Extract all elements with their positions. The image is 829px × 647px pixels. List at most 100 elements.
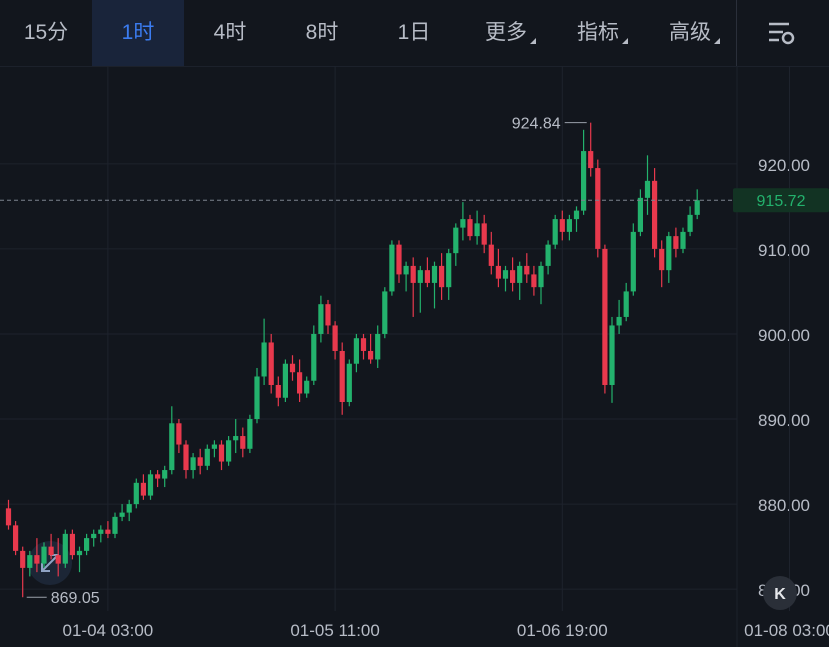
candle-body — [566, 219, 572, 232]
candle-body — [545, 244, 551, 266]
candle-body — [162, 470, 168, 479]
candle-body — [431, 265, 438, 283]
candle-body — [424, 270, 430, 283]
candle-body — [666, 236, 672, 271]
candle-body — [218, 444, 225, 462]
candle-body — [495, 265, 501, 279]
candle-body — [48, 546, 54, 556]
candle-body — [268, 342, 274, 385]
candle-body — [467, 219, 473, 237]
candle-body — [332, 325, 338, 351]
tab[interactable]: 8时 — [305, 21, 339, 44]
candle-body — [353, 338, 359, 364]
candle-body — [474, 223, 480, 237]
y-tick-label: 920.00 — [758, 156, 810, 175]
menu[interactable]: 高级 — [644, 0, 736, 66]
menu[interactable]: 更多 — [460, 0, 552, 66]
candle-body — [76, 550, 83, 556]
toolbar: 15分 1时 4时 8时 1日 更多 指标 高级 — [0, 0, 829, 67]
tab[interactable]: 1日 — [397, 21, 431, 44]
candle-body — [240, 436, 246, 449]
candle-body — [687, 214, 693, 232]
candle-body — [62, 533, 68, 564]
candle-body — [652, 180, 658, 249]
tab-active[interactable]: 1时 — [92, 0, 184, 66]
candle-body — [595, 168, 601, 249]
candle-body — [247, 419, 253, 449]
candle-body — [382, 291, 388, 334]
candle-body — [403, 265, 409, 275]
candle-body — [581, 151, 587, 211]
candle-body — [169, 423, 175, 471]
last-price-label: 915.72 — [757, 193, 806, 210]
candle-body — [140, 482, 146, 496]
candle-body — [502, 270, 509, 279]
candle-body — [297, 372, 303, 394]
candle-body — [346, 363, 352, 403]
candle-body — [453, 227, 459, 254]
candle-body — [233, 436, 239, 441]
candle-body — [282, 363, 288, 398]
k-button[interactable] — [763, 576, 797, 610]
candle-body — [517, 265, 523, 283]
candle-body — [488, 244, 494, 266]
candle-body — [531, 274, 537, 288]
candle-body — [659, 248, 665, 271]
candle-body — [197, 457, 203, 466]
candle-body — [27, 555, 33, 568]
candle-body — [254, 376, 260, 420]
menu[interactable]: 指标 — [552, 0, 644, 66]
candle-body — [69, 533, 75, 556]
candle-body — [304, 380, 310, 394]
candle-body — [311, 333, 317, 381]
tab[interactable]: 4时 — [213, 21, 247, 44]
candle-body — [630, 231, 636, 292]
candle-body — [602, 248, 608, 385]
x-tick-label: 01-04 03:00 — [63, 621, 154, 640]
candle-body — [446, 253, 452, 288]
candle-body — [417, 270, 423, 283]
candle-body — [275, 384, 281, 398]
candle-body — [552, 219, 558, 245]
settings-icon[interactable] — [736, 0, 817, 66]
y-tick-label: 890.00 — [758, 411, 810, 430]
candle-body — [389, 244, 395, 292]
candle-body — [13, 525, 19, 551]
candle-body — [609, 325, 615, 385]
candle-body — [84, 538, 90, 551]
candle-body — [559, 219, 565, 232]
candle-body — [360, 338, 367, 351]
candle-body — [339, 350, 345, 403]
candle-body — [183, 444, 189, 471]
candle-body — [644, 180, 651, 198]
candle-body — [396, 244, 402, 275]
candle-body — [133, 482, 139, 505]
candle-body — [20, 550, 26, 568]
candle-body — [375, 333, 381, 360]
candle-body — [126, 504, 132, 513]
y-tick-label: 880.00 — [758, 496, 810, 515]
candle-body — [211, 444, 217, 449]
candle-body — [318, 304, 324, 334]
candle-body — [439, 265, 445, 288]
candle-body — [410, 265, 416, 283]
candle-body — [98, 529, 104, 534]
candle-body — [147, 474, 154, 496]
candle-body — [673, 236, 679, 249]
x-tick-label: 01-08 03:00 — [744, 621, 829, 640]
candle-body — [55, 555, 61, 564]
candle-body — [637, 197, 643, 232]
last-price-tag — [733, 188, 829, 213]
candle-body — [325, 304, 331, 326]
candle-body — [623, 291, 629, 317]
candle-body — [190, 457, 196, 471]
candle-body — [588, 151, 594, 169]
candle-body — [680, 231, 686, 249]
candle-body — [510, 270, 516, 283]
tab[interactable]: 15分 — [23, 21, 69, 44]
candle-body — [460, 219, 466, 228]
y-tick-label: 900.00 — [758, 326, 810, 345]
candle-body — [226, 440, 232, 462]
candle-body — [204, 448, 210, 466]
